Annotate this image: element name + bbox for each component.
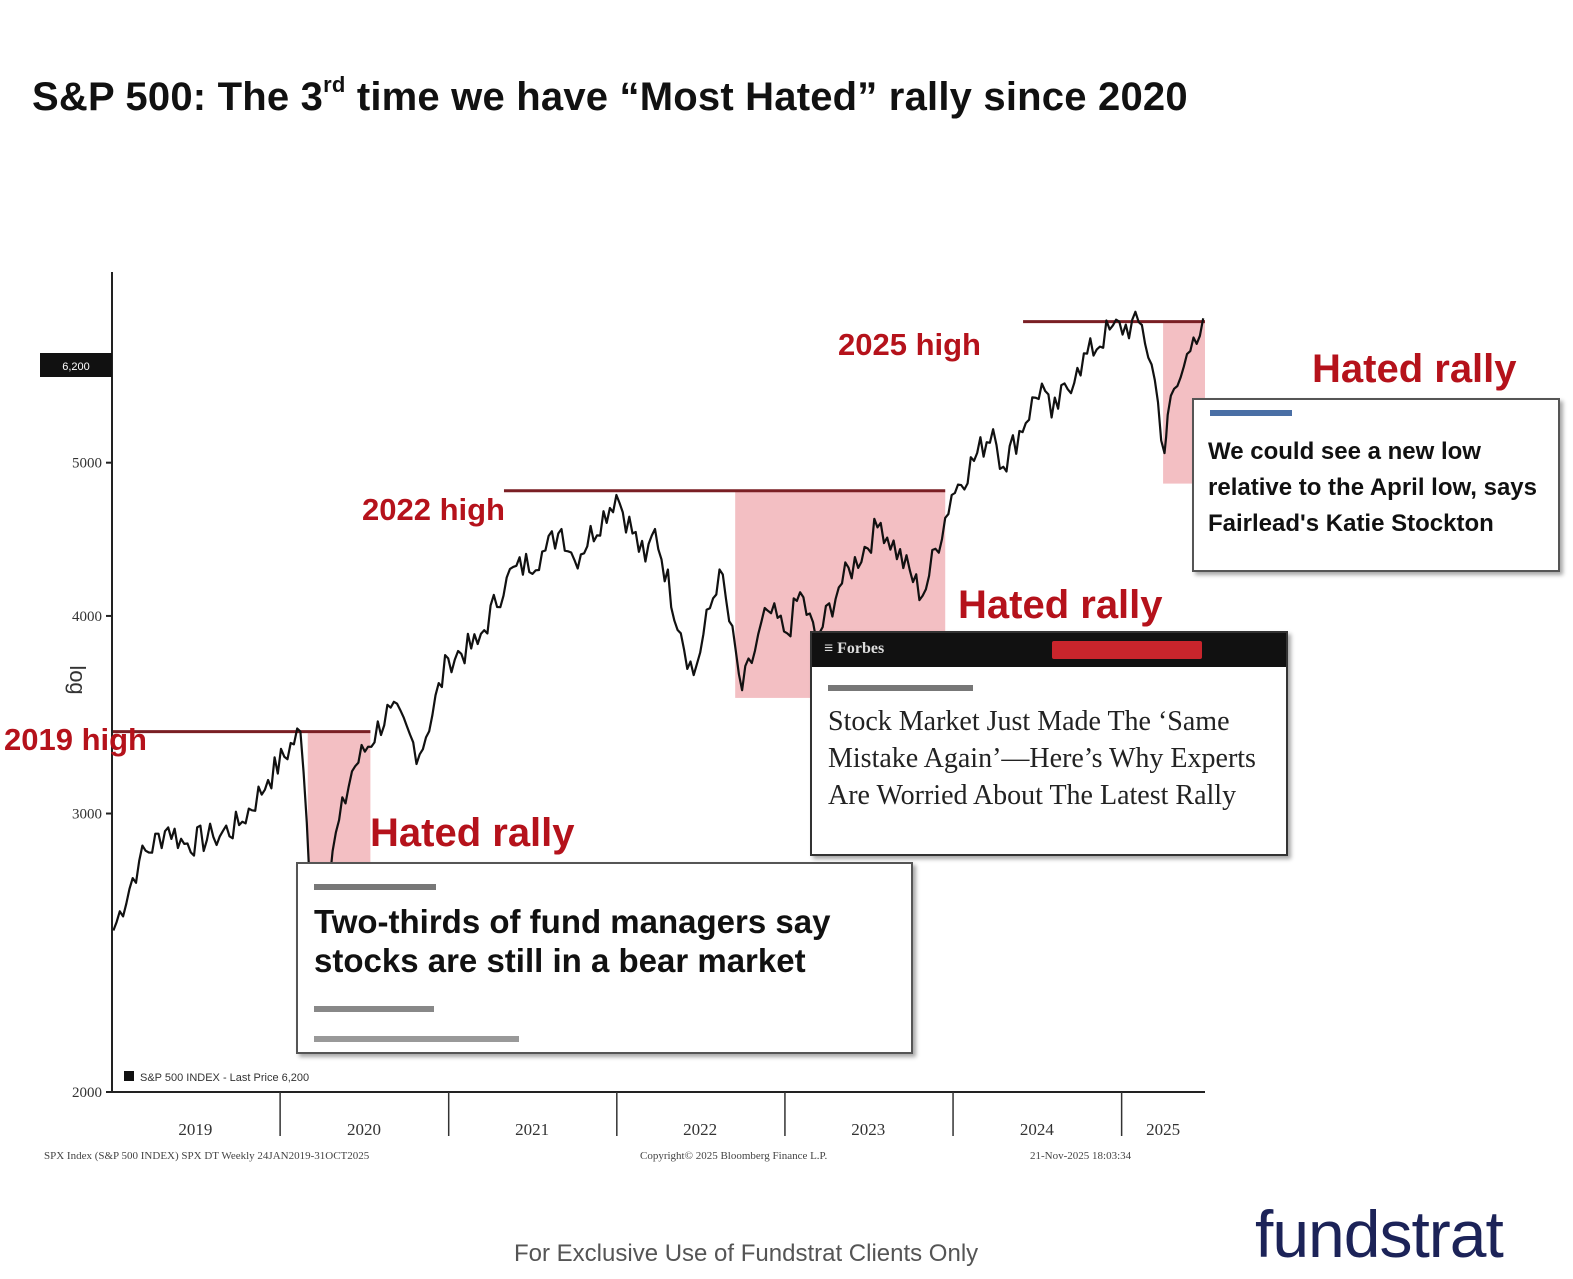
label-hated-rally-2025: Hated rally bbox=[1312, 347, 1517, 391]
page-title: S&P 500: The 3rd time we have “Most Hate… bbox=[32, 72, 1188, 119]
current-value-label: 6,200 bbox=[62, 361, 90, 373]
card-headline: Two-thirds of fund managers say stocks a… bbox=[314, 903, 831, 979]
x-tick-label-2019: 2019 bbox=[178, 1120, 212, 1139]
ylabel-log: log bbox=[65, 665, 90, 694]
fundstrat-logo: fundstrat bbox=[1255, 1197, 1504, 1271]
legend-swatch bbox=[124, 1071, 134, 1081]
card-headline: Stock Market Just Made The ‘Same Mistake… bbox=[828, 706, 1256, 811]
label-2019-high: 2019 high bbox=[4, 722, 147, 757]
card-byline bbox=[314, 1006, 434, 1012]
news-card-fairlead: We could see a new low relative to the A… bbox=[1192, 398, 1560, 572]
source-right: 21-Nov-2025 18:03:34 bbox=[1030, 1150, 1132, 1162]
forbes-logo: ≡ Forbes bbox=[824, 640, 885, 657]
x-tick-label-2020: 2020 bbox=[347, 1120, 381, 1139]
x-tick-label-2023: 2023 bbox=[851, 1120, 885, 1139]
x-tick-label-2022: 2022 bbox=[683, 1120, 717, 1139]
footer-disclaimer: For Exclusive Use of Fundstrat Clients O… bbox=[514, 1240, 979, 1267]
x-tick-label-2021: 2021 bbox=[515, 1120, 549, 1139]
card-source-line bbox=[828, 685, 973, 691]
card-source-line bbox=[314, 884, 436, 890]
forbes-header-bar: ≡ Forbes bbox=[812, 633, 1286, 667]
legend-label: S&P 500 INDEX - Last Price 6,200 bbox=[140, 1072, 309, 1084]
card-headline: We could see a new low relative to the A… bbox=[1208, 438, 1537, 537]
current-value-box bbox=[40, 353, 112, 377]
card-source-line bbox=[1210, 410, 1292, 416]
y-tick-label-5000: 5000 bbox=[72, 456, 102, 472]
label-hated-rally-2023: Hated rally bbox=[958, 583, 1163, 627]
label-hated-rally-2020: Hated rally bbox=[370, 811, 575, 855]
y-tick-label-2000: 2000 bbox=[72, 1085, 102, 1101]
news-card-fund-managers: Two-thirds of fund managers say stocks a… bbox=[296, 862, 913, 1054]
subscribe-button bbox=[1052, 641, 1202, 659]
source-center: Copyright© 2025 Bloomberg Finance L.P. bbox=[640, 1150, 827, 1162]
y-tick-label-4000: 4000 bbox=[72, 609, 102, 625]
label-2022-high: 2022 high bbox=[362, 492, 505, 527]
x-tick-label-2024: 2024 bbox=[1020, 1120, 1055, 1139]
source-left: SPX Index (S&P 500 INDEX) SPX DT Weekly … bbox=[44, 1150, 370, 1162]
news-card-forbes: ≡ Forbes Stock Market Just Made The ‘Sam… bbox=[810, 631, 1288, 856]
price-line bbox=[112, 310, 1205, 998]
card-published bbox=[314, 1036, 519, 1042]
y-tick-label-3000: 3000 bbox=[72, 807, 102, 823]
label-2025-high: 2025 high bbox=[838, 327, 981, 362]
x-tick-label-2025: 2025 bbox=[1146, 1120, 1180, 1139]
